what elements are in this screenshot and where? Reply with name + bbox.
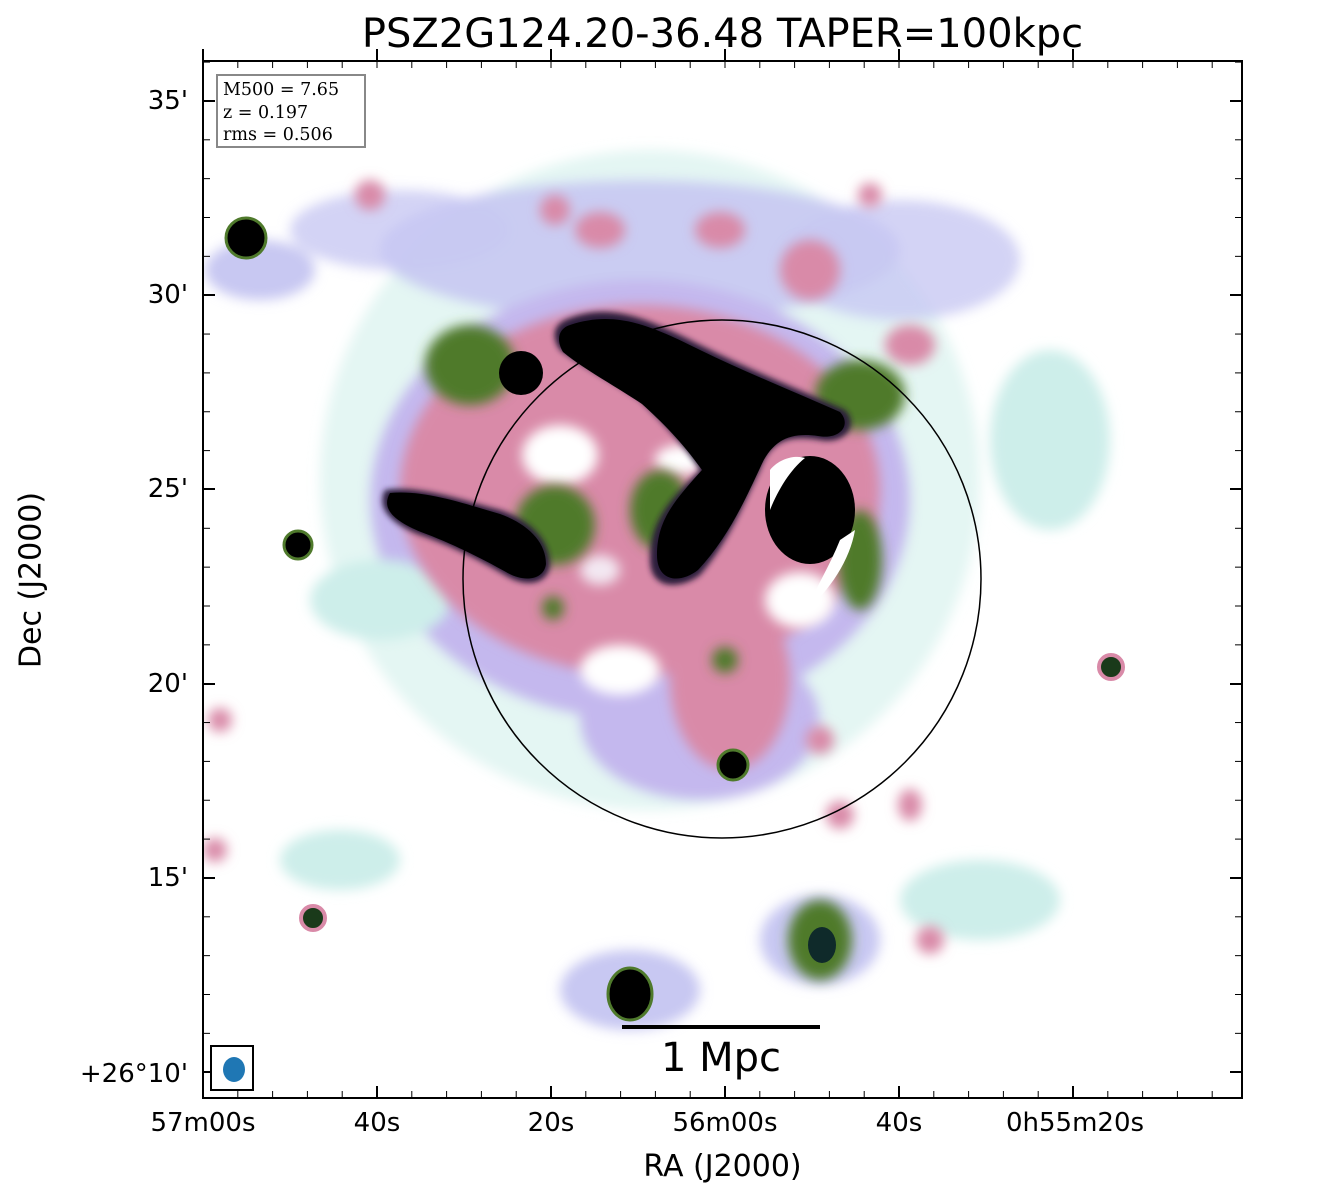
x-tick-label: 57m00s xyxy=(150,1108,256,1138)
mass-label: M500 = 7.65 xyxy=(223,80,340,100)
x-tick-label: 40s xyxy=(875,1108,923,1138)
x-tick-label: 20s xyxy=(527,1108,575,1138)
minor-tick-marks xyxy=(202,61,1242,1098)
y-tick-label: 35' xyxy=(147,86,188,116)
y-tick-label: 30' xyxy=(147,280,188,310)
x-tick-label: 0h55m20s xyxy=(1005,1108,1145,1138)
scale-bar-label: 1 Mpc xyxy=(660,1035,782,1081)
rms-label: rms = 0.506 xyxy=(223,125,333,145)
y-tick-label: 25' xyxy=(147,474,188,504)
plot-frame xyxy=(202,60,1243,1099)
redshift-label: z = 0.197 xyxy=(223,102,309,123)
emission-layer xyxy=(203,150,1125,1030)
page-title: PSZ2G124.20-36.48 TAPER=100kpc xyxy=(361,11,1084,57)
y-tick-label: +26°10' xyxy=(79,1059,188,1089)
y-tick-label: 20' xyxy=(147,669,188,699)
beam-ellipse-icon xyxy=(223,1057,245,1082)
y-tick-label: 15' xyxy=(147,863,188,893)
x-axis-label: RA (J2000) xyxy=(643,1149,802,1184)
r500-circle xyxy=(462,319,982,839)
y-axis-label: Dec (J2000) xyxy=(13,491,49,669)
x-tick-label: 40s xyxy=(353,1108,401,1138)
x-tick-label: 56m00s xyxy=(672,1108,778,1138)
beam-box xyxy=(210,1045,254,1091)
info-box: M500 = 7.65 z = 0.197 rms = 0.506 xyxy=(216,74,366,148)
holes xyxy=(522,425,835,695)
